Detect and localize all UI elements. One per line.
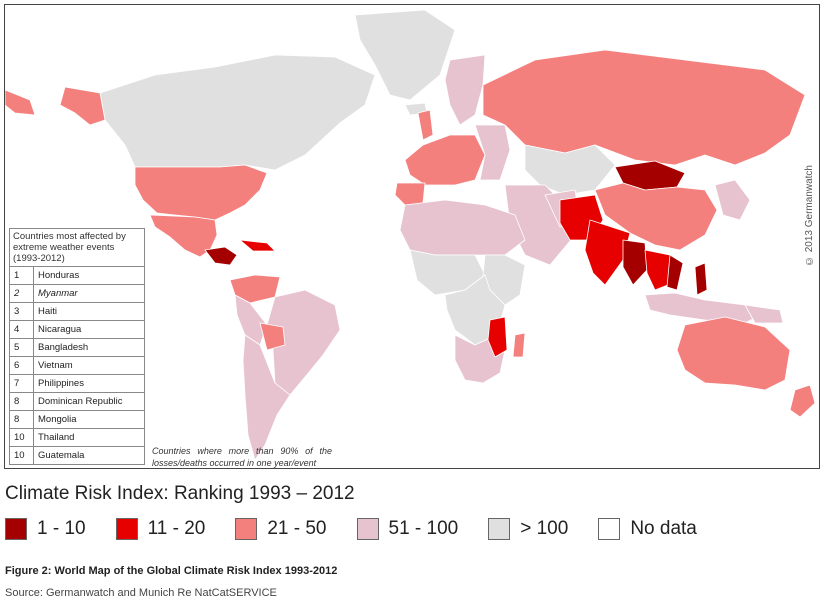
region-north-africa — [399, 199, 526, 256]
ranking-country: Nicaragua — [38, 324, 82, 335]
region-guatemala-honduras — [204, 246, 238, 266]
region-canada — [99, 54, 376, 171]
region-korea-japan — [714, 179, 751, 221]
figure-caption: Figure 2: World Map of the Global Climat… — [5, 565, 338, 577]
ranking-rank: 10 — [10, 429, 34, 446]
ranking-row: 3 Haiti — [10, 303, 144, 321]
ranking-row: 4 Nicaragua — [10, 321, 144, 339]
legend-label: No data — [630, 518, 697, 539]
region-bolivia — [259, 322, 286, 351]
region-western-europe — [404, 134, 486, 186]
region-southeast-asia — [644, 249, 674, 291]
legend-swatch — [5, 518, 27, 540]
legend-label: > 100 — [520, 518, 569, 539]
ranking-table-header: Countries most affected by extreme weath… — [10, 229, 144, 267]
ranking-rank: 1 — [10, 267, 34, 284]
legend-swatch — [235, 518, 258, 540]
region-australia — [676, 316, 791, 391]
ranking-country: Vietnam — [38, 360, 73, 371]
legend-item: 11 - 20 — [115, 518, 206, 540]
legend-swatch — [488, 518, 511, 540]
ranking-country: Dominican Republic — [38, 396, 123, 407]
region-china — [594, 182, 718, 251]
region-usa — [134, 164, 268, 221]
map-legend: 1 - 10 11 - 20 21 - 50 51 - 100 > 100 No data — [5, 518, 727, 540]
ranking-rank: 5 — [10, 339, 34, 356]
region-uk — [417, 109, 434, 141]
ranking-table: Countries most affected by extreme weath… — [9, 228, 145, 465]
ranking-country: Honduras — [38, 270, 80, 281]
ranking-rank: 3 — [10, 303, 34, 320]
region-mozambique — [487, 316, 508, 358]
region-alaska — [59, 86, 106, 126]
legend-label: 11 - 20 — [147, 518, 206, 539]
region-vietnam — [666, 254, 684, 291]
legend-swatch — [598, 518, 621, 540]
legend-item: 21 - 50 — [235, 518, 327, 540]
figure-source: Source: Germanwatch and Munich Re NatCat… — [5, 587, 277, 599]
world-map: © 2013 Germanwatch Countries most affect… — [4, 4, 820, 469]
ranking-row: 6 Vietnam — [10, 357, 144, 375]
legend-title: Climate Risk Index: Ranking 1993 – 2012 — [5, 483, 355, 504]
ranking-country: Thailand — [38, 432, 75, 443]
legend-label: 1 - 10 — [37, 518, 86, 539]
map-footnote: Countries where more than 90% of the los… — [152, 446, 332, 468]
ranking-rank: 6 — [10, 357, 34, 374]
ranking-country: Bangladesh — [38, 342, 89, 353]
legend-swatch — [356, 518, 379, 540]
ranking-rank: 2 — [10, 285, 34, 302]
ranking-rank: 7 — [10, 375, 34, 392]
legend-label: 21 - 50 — [267, 518, 327, 539]
region-greenland — [354, 9, 456, 101]
ranking-country: Philippines — [38, 378, 84, 389]
ranking-rank: 8 — [10, 411, 34, 428]
ranking-table-rows: 1 Honduras 2 Myanmar 3 Haiti 4 Nicaragua 5 Bangla… — [10, 267, 144, 464]
region-bangladesh-myanmar — [622, 239, 648, 286]
region-mexico — [149, 214, 218, 258]
legend-item: 1 - 10 — [5, 518, 86, 540]
ranking-rank: 10 — [10, 447, 34, 464]
ranking-rank: 4 — [10, 321, 34, 338]
ranking-row: 10 Guatemala — [10, 447, 144, 464]
legend-swatch — [115, 518, 138, 540]
ranking-row: 7 Philippines — [10, 375, 144, 393]
region-caribbean — [239, 239, 276, 252]
region-scandinavia — [444, 54, 486, 126]
region-argentina-chile — [242, 334, 291, 461]
copyright-notice: © 2013 Germanwatch — [804, 165, 815, 267]
region-philippines — [694, 262, 708, 296]
region-alaska-west — [5, 89, 36, 116]
ranking-row: 8 Dominican Republic — [10, 393, 144, 411]
region-russia — [482, 49, 806, 166]
legend-item: > 100 — [488, 518, 568, 540]
region-new-zealand — [789, 384, 816, 418]
region-iberia — [394, 182, 426, 206]
ranking-country: Mongolia — [38, 414, 77, 425]
region-india — [584, 219, 631, 286]
map-svg — [5, 9, 816, 461]
legend-item: No data — [598, 518, 697, 540]
ranking-country: Guatemala — [38, 450, 85, 461]
ranking-rank: 8 — [10, 393, 34, 410]
ranking-country: Myanmar — [38, 288, 78, 299]
region-madagascar — [512, 332, 526, 358]
ranking-row: 2 Myanmar — [10, 285, 144, 303]
ranking-country: Haiti — [38, 306, 58, 317]
legend-label: 51 - 100 — [388, 518, 459, 539]
region-new-guinea — [744, 304, 784, 324]
ranking-row: 5 Bangladesh — [10, 339, 144, 357]
ranking-row: 10 Thailand — [10, 429, 144, 447]
ranking-row: 8 Mongolia — [10, 411, 144, 429]
legend-item: 51 - 100 — [356, 518, 459, 540]
ranking-row: 1 Honduras — [10, 267, 144, 285]
